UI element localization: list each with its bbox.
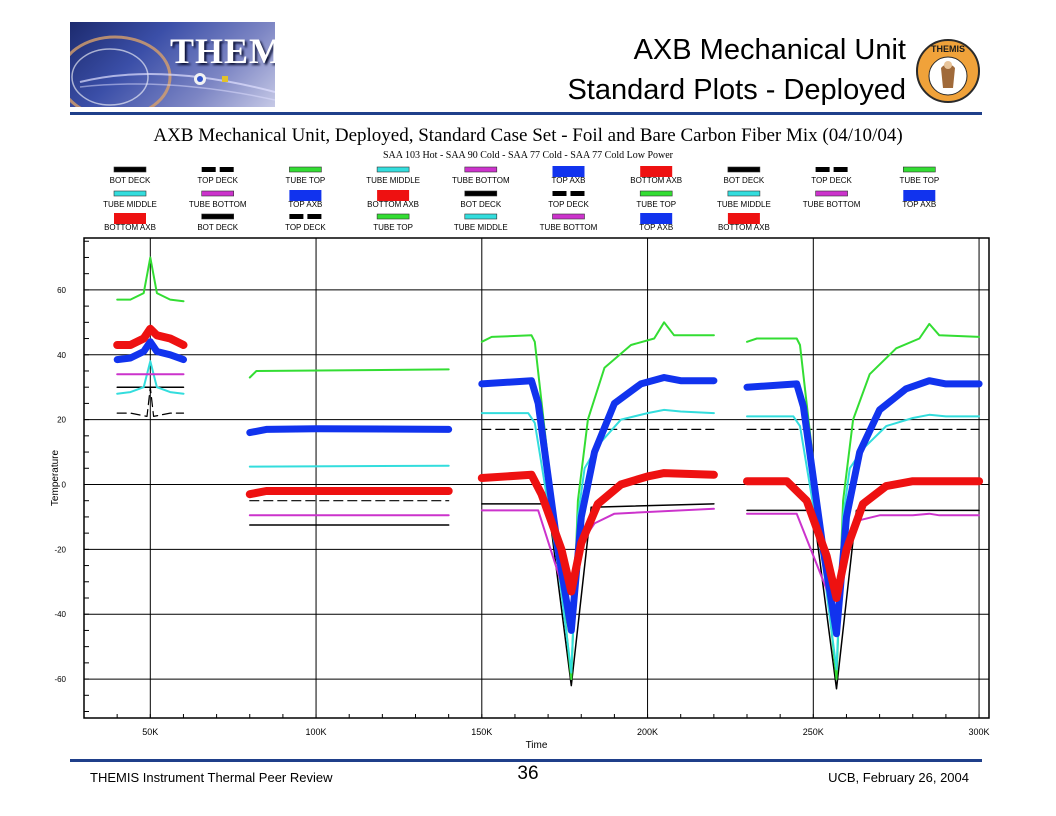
legend-swatch	[464, 213, 498, 220]
legend-label: BOT DECK	[724, 176, 765, 185]
y-tick-label: -20	[54, 545, 66, 554]
legend-label: TOP AXB	[639, 223, 673, 232]
legend-swatch	[376, 166, 410, 173]
legend-label: BOTTOM AXB	[718, 223, 770, 232]
legend-label: BOT DECK	[197, 223, 238, 232]
legend-label: TOP DECK	[285, 223, 326, 232]
legend-label: TUBE BOTTOM	[540, 223, 598, 232]
legend-label: TOP DECK	[811, 176, 852, 185]
x-tick-label: 50K	[142, 727, 158, 737]
legend-swatch	[727, 190, 761, 197]
y-tick-label: 40	[57, 351, 66, 360]
series-line	[116, 386, 980, 502]
x-axis-label: Time	[526, 740, 548, 751]
x-tick-label: 200K	[637, 727, 658, 737]
legend-swatch	[376, 213, 410, 220]
legend-swatch	[902, 166, 936, 173]
legend-label: TOP AXB	[902, 200, 936, 209]
title-line-2: Standard Plots - Deployed	[567, 74, 906, 106]
legend-label: BOTTOM AXB	[367, 200, 419, 209]
legend-label: BOT DECK	[110, 176, 151, 185]
legend-swatch	[552, 166, 585, 177]
y-tick-label: 20	[57, 416, 66, 425]
page-title: AXB Mechanical Unit Standard Plots - Dep…	[567, 30, 906, 110]
legend-label: TOP DECK	[197, 176, 238, 185]
emblem-text: THEMIS	[931, 44, 965, 54]
legend-label: TUBE BOTTOM	[452, 176, 510, 185]
legend-swatch	[201, 213, 234, 220]
legend-label: TOP AXB	[288, 200, 322, 209]
legend-swatch	[114, 213, 146, 224]
legend-swatch	[727, 213, 760, 224]
legend-label: TUBE TOP	[899, 176, 939, 185]
legend-label: TUBE MIDDLE	[454, 223, 508, 232]
legend-swatch	[219, 167, 234, 172]
y-tick-label: 0	[62, 480, 67, 489]
themis-logo: THEMIS	[70, 22, 275, 107]
chart-title: AXB Mechanical Unit, Deployed, Standard …	[153, 125, 903, 146]
legend-swatch	[833, 167, 848, 172]
legend-label: TUBE TOP	[373, 223, 413, 232]
legend-label: TUBE BOTTOM	[189, 200, 247, 209]
legend-swatch	[727, 166, 761, 173]
y-tick-label: -40	[54, 610, 66, 619]
legend-swatch	[201, 190, 234, 197]
legend-swatch	[903, 190, 936, 201]
legend-label: TOP AXB	[552, 176, 586, 185]
legend-label: TUBE TOP	[286, 176, 326, 185]
page-number: 36	[517, 763, 539, 784]
legend-swatch	[815, 167, 830, 172]
legend-swatch	[289, 190, 322, 201]
legend-swatch	[640, 213, 673, 224]
legend-swatch	[113, 190, 147, 197]
series-line	[113, 324, 984, 602]
legend-label: TOP DECK	[548, 200, 589, 209]
legend-swatch	[464, 166, 498, 173]
legend-label: BOTTOM AXB	[630, 176, 682, 185]
title-line-1: AXB Mechanical Unit	[633, 34, 906, 66]
magnetosphere-graphic	[70, 35, 275, 107]
header-rule	[70, 112, 982, 115]
y-tick-label: 60	[57, 286, 66, 295]
x-tick-label: 100K	[306, 727, 327, 737]
series-line	[113, 338, 983, 638]
legend-swatch	[570, 191, 585, 196]
temperature-chart: BOT DECK TOP DECK TUBE TOP TUBE MIDDLE TUBE …	[50, 166, 990, 751]
logo-text: THEMIS	[170, 31, 275, 71]
legend-label: TUBE MIDDLE	[103, 200, 157, 209]
legend-label: TUBE MIDDLE	[366, 176, 420, 185]
legend-swatch	[640, 166, 673, 177]
legend-swatch	[113, 166, 147, 173]
series-line	[116, 373, 981, 616]
series-line	[116, 256, 981, 681]
legend-swatch	[552, 191, 567, 196]
legend-swatch	[464, 190, 498, 197]
x-tick-label: 300K	[969, 727, 990, 737]
y-axis-label: Temperature	[50, 449, 61, 506]
x-tick-label: 150K	[471, 727, 492, 737]
x-tick-label: 250K	[803, 727, 824, 737]
legend-label: TUBE BOTTOM	[803, 200, 861, 209]
series-line	[116, 360, 981, 674]
chart-subtitle: SAA 103 Hot - SAA 90 Cold - SAA 77 Cold …	[382, 150, 674, 161]
legend-swatch	[201, 167, 216, 172]
legend-label: TUBE MIDDLE	[717, 200, 771, 209]
legend-swatch	[377, 190, 410, 201]
legend-label: TUBE TOP	[636, 200, 676, 209]
legend-swatch	[289, 166, 322, 173]
themis-emblem: THEMIS	[916, 39, 980, 103]
legend-swatch	[639, 190, 673, 197]
footer-left: THEMIS Instrument Thermal Peer Review	[90, 770, 333, 785]
legend-swatch	[815, 190, 848, 197]
legend-label: BOT DECK	[460, 200, 501, 209]
legend-swatch	[307, 214, 322, 219]
legend-swatch	[552, 213, 585, 220]
y-tick-label: -60	[54, 675, 66, 684]
legend-label: BOTTOM AXB	[104, 223, 156, 232]
footer-rule	[70, 759, 982, 762]
legend-swatch	[289, 214, 304, 219]
footer-right: UCB, February 26, 2004	[828, 770, 969, 785]
